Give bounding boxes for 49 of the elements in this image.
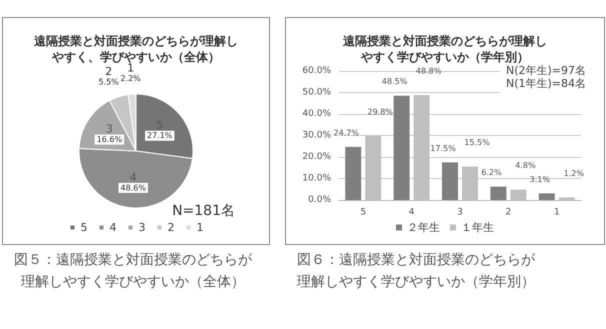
bar [490,186,506,200]
data-label: 29.8% [367,107,394,116]
caption: 図５：遠隔授業と対面授業のどちらが理解しやすく学びやすいか（全体） [13,251,253,292]
data-label: 3.1% [530,174,550,184]
data-label: 48.6% [120,183,146,192]
y-tick-label: 50.0% [302,88,332,98]
caption: 図６：遠隔授業と対面授業のどちらが理解しやすく学びやすいか（学年別） [296,251,536,292]
x-tick-label: 5 [360,208,366,218]
legend-label: 4 [110,221,116,234]
data-label: 48.5% [382,77,408,86]
text: N=181名 [172,203,236,219]
bar [442,162,458,200]
data-label: 4.8% [515,161,536,170]
x-tick-label: 2 [506,208,512,218]
x-tick-label: 4 [408,208,415,218]
x-tick-label: 1 [554,208,560,218]
data-label: 6.2% [481,168,502,178]
chart-title: 遠隔授業と対面授業のどちらが理解しやすく、学びやすいか（全体） [33,34,238,64]
slice-label: 2 [105,65,112,78]
y-tick-label: 60.0% [302,66,332,76]
data-label: 48.8% [416,66,442,76]
data-label: 5.5% [98,78,120,87]
y-tick-label: 30.0% [302,130,332,140]
legend-label: １年生 [461,221,494,234]
y-tick-label: 0.0% [308,195,332,205]
data-label: 1.2% [564,168,584,178]
data-label: 2.2% [120,74,142,84]
data-label: 16.6% [96,135,123,144]
legend-label: ２年生 [407,221,440,234]
legend-label: 1 [196,221,204,234]
data-label: 27.1% [146,131,173,140]
y-tick-label: 40.0% [302,109,332,119]
y-tick-label: 10.0% [302,174,332,184]
data-label: 15.5% [464,138,490,148]
slice-label: 1 [127,62,134,75]
chart-title: 遠隔授業と対面授業のどちらが理解しやすく学びやすいか（学年別） [342,34,547,64]
data-label: 17.5% [430,144,456,153]
annotation: N(1年生)=84名 [506,77,586,90]
bar [345,146,362,200]
annotation: N(2年生)=97名 [506,64,586,77]
x-tick-label: 3 [457,208,463,218]
bar [538,193,555,200]
bar [394,96,410,200]
data-label: 24.7% [333,128,360,138]
legend-label: 3 [138,221,146,234]
legend-label: 2 [168,221,174,234]
slice-label: 3 [106,122,113,136]
y-tick-label: 20.0% [302,152,332,162]
legend-label: 5 [80,221,88,234]
